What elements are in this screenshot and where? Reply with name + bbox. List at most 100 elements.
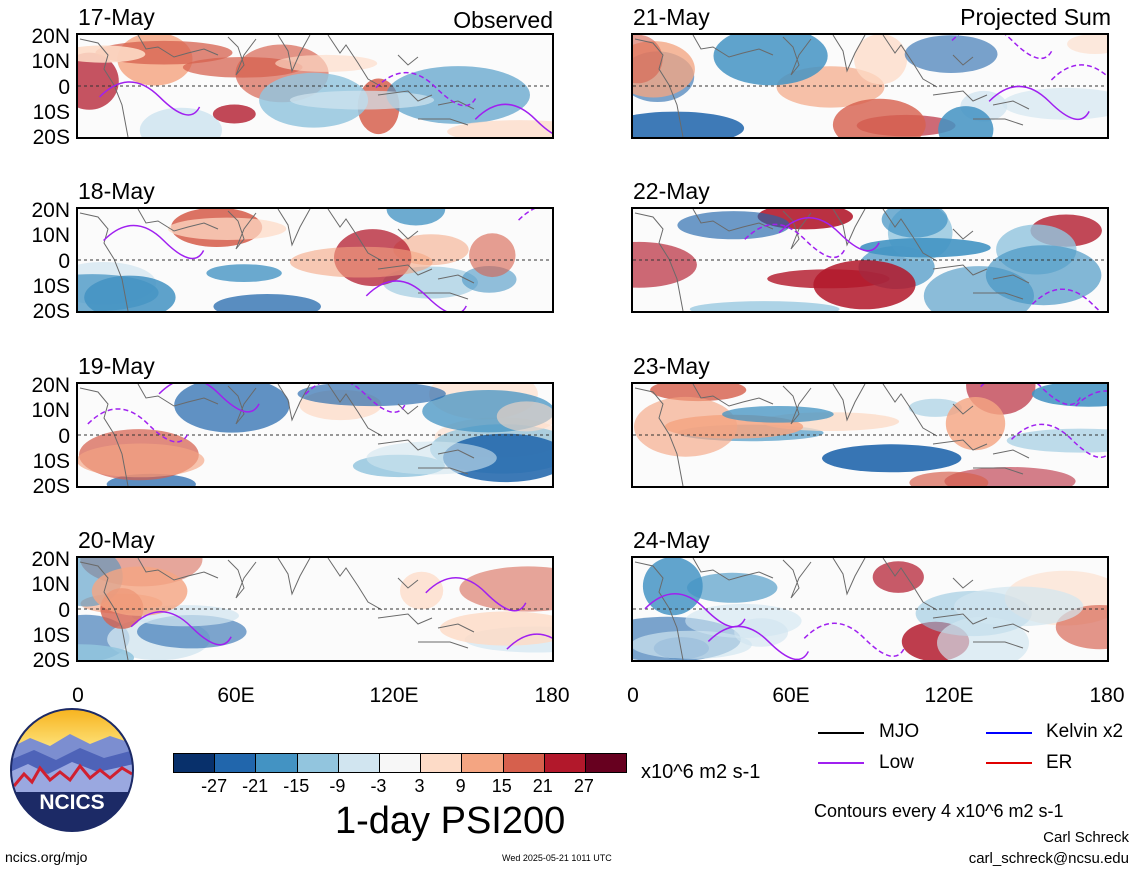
lat-label-10n: 10N [31,50,70,73]
low-contour [951,35,1053,60]
lat-label-10n: 10N [31,399,70,422]
anomaly-shading [78,45,146,63]
site-link[interactable]: ncics.org/mjo [5,849,88,865]
panel-date: 22-May [633,178,710,204]
anomaly-shading [275,54,378,72]
lon-label: 60E [772,684,810,707]
low-contour [425,577,527,612]
lon-label: 0 [627,684,639,707]
anomaly-shading [174,384,290,433]
colorbar-tick: 9 [455,776,466,796]
anomaly-shading [78,443,205,478]
low-contour [365,280,467,311]
coastline [79,558,475,660]
lat-label-0: 0 [58,599,70,622]
psi200-map [631,556,1109,662]
anomaly-shading [1067,35,1107,54]
anomaly-shading [366,441,497,475]
anomaly-shading [213,294,321,311]
contour-note: Contours every 4 x10^6 m2 s-1 [814,801,1064,821]
low-contour [158,384,260,413]
ncics-logo: NCICS [10,708,134,832]
low-contour [980,384,1082,406]
low-contour [103,224,205,260]
psi200-map [631,33,1109,139]
legend-mjo-line [818,732,864,734]
coastline [634,384,1030,486]
anomaly-shading [872,561,924,593]
legend-low-label: Low [879,752,914,773]
colorbar-cell [462,754,504,772]
anomaly-shading [1006,428,1107,453]
low-contour [1050,64,1107,81]
anomaly-shading [1002,87,1107,120]
main-title: 1-day PSI200 [335,800,566,842]
anomaly-shading [822,444,962,473]
panel-date: 23-May [633,353,710,379]
anomaly-shading [813,260,916,310]
author-name: Carl Schreck [1043,829,1129,846]
legend-kelvin-label: Kelvin x2 [1046,721,1124,742]
anomaly-shading [633,241,697,288]
colorbar-cell [421,754,463,772]
coastline [634,558,1030,660]
lon-label: 120E [369,684,419,707]
low-contour [778,217,880,252]
colorbar-cell [338,754,380,772]
anomaly-shading [439,611,552,646]
timestamp: Wed 2025-05-21 1011 UTC [502,853,612,863]
psi200-map [76,382,554,488]
lon-label: 180 [1089,684,1125,707]
colorbar-tick: 3 [414,776,425,796]
anomaly-shading [78,52,119,110]
low-contour [518,209,536,221]
low-contour [87,408,189,443]
panel-date: 18-May [78,178,155,204]
lat-label-10s: 10S [32,450,70,473]
psi200-map [76,33,554,139]
low-contour [99,81,201,116]
low-contour [1031,288,1101,311]
projected-sum-label: Projected Sum [960,4,1111,30]
legend-er-line [986,762,1032,764]
lat-label-10n: 10N [31,224,70,247]
anomaly-shading [386,209,446,226]
anomaly-shading [633,630,752,659]
lat-label-0: 0 [58,250,70,273]
panel-date: 17-May [78,4,155,30]
anomaly-shading [206,264,282,282]
lat-label-20s: 20S [32,126,70,149]
low-contour [744,223,846,259]
colorbar-units: x10^6 m2 s-1 [641,761,761,783]
anomaly-shading [447,120,552,137]
legend-kelvin-line [986,732,1032,734]
anomaly-shading [212,104,256,124]
anomaly-shading [139,107,222,137]
anomaly-shading [633,111,745,137]
coastline [79,384,475,486]
low-contour [375,72,477,107]
colorbar [173,753,627,773]
coastline [634,209,1030,311]
low-contour [474,103,552,134]
colorbar-cell [379,754,422,772]
lat-label-20s: 20S [32,475,70,498]
lat-label-20s: 20S [32,649,70,672]
colorbar-cell [215,754,257,772]
anomaly-shading [722,406,834,423]
legend-mjo-label: MJO [879,721,920,742]
lat-label-10s: 10S [32,624,70,647]
colorbar-tick: 15 [491,776,512,796]
coastline [79,209,475,311]
lat-label-20n: 20N [31,548,70,571]
lat-label-10n: 10N [31,573,70,596]
colorbar-tick: -27 [201,776,228,796]
anomaly-shading [496,401,552,432]
anomaly-shading [289,246,433,278]
panel-date: 20-May [78,527,155,553]
anomaly-shading [954,586,1084,627]
lat-label-20n: 20N [31,374,70,397]
anomaly-shading [832,98,926,137]
anomaly-shading [937,616,1029,660]
lat-label-10s: 10S [32,275,70,298]
